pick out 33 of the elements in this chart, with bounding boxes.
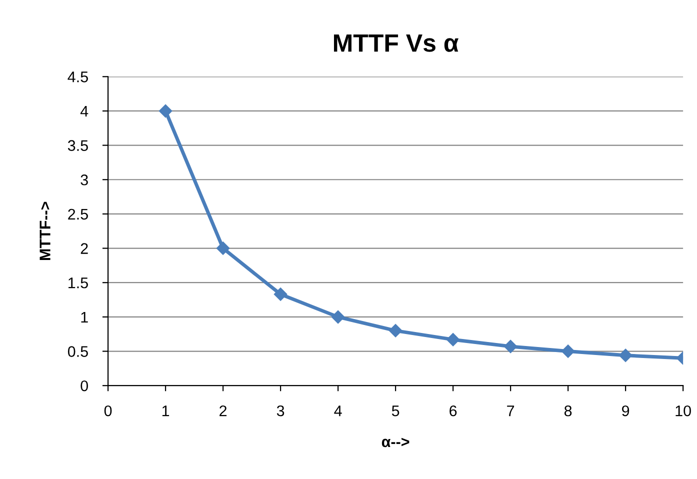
y-tick-label: 3.5 — [68, 140, 88, 151]
y-tick-label: 1 — [81, 312, 88, 322]
y-tick-label: 0.5 — [68, 346, 88, 357]
chart-title: MTTF Vs α — [334, 34, 459, 52]
x-tick-label: 9 — [622, 405, 630, 416]
x-tick-label: 5 — [392, 406, 400, 416]
y-tick-label: 0 — [80, 380, 88, 392]
y-tick-label: 4.5 — [68, 72, 88, 82]
y-tick-label: 4 — [80, 106, 88, 117]
point — [216, 242, 230, 255]
x-tick-label: 1 — [162, 406, 170, 416]
point — [388, 324, 402, 338]
point — [504, 340, 518, 354]
point — [158, 104, 172, 118]
x-tick-label: 0 — [104, 405, 112, 416]
x-tick-label: 6 — [450, 405, 457, 416]
point — [274, 288, 288, 301]
x-tick-label: 8 — [564, 405, 572, 416]
point — [446, 333, 460, 346]
y-tick-label: 1.5 — [68, 278, 88, 288]
x-tick-label: 3 — [276, 405, 284, 416]
x-tick-label: 7 — [507, 406, 514, 416]
y-tick-label: 2.5 — [68, 208, 88, 220]
x-tick-label: 2 — [220, 405, 227, 416]
point — [331, 310, 345, 324]
point — [618, 348, 632, 362]
y-tick-label: 2 — [80, 243, 88, 254]
x-tick-label: 10 — [676, 405, 691, 416]
point — [561, 344, 575, 358]
y-axis-title: MTTF--> — [40, 202, 50, 260]
x-tick-label: 4 — [334, 406, 342, 416]
x-axis-title: α--> — [382, 438, 410, 448]
y-tick-label: 3 — [80, 174, 88, 186]
